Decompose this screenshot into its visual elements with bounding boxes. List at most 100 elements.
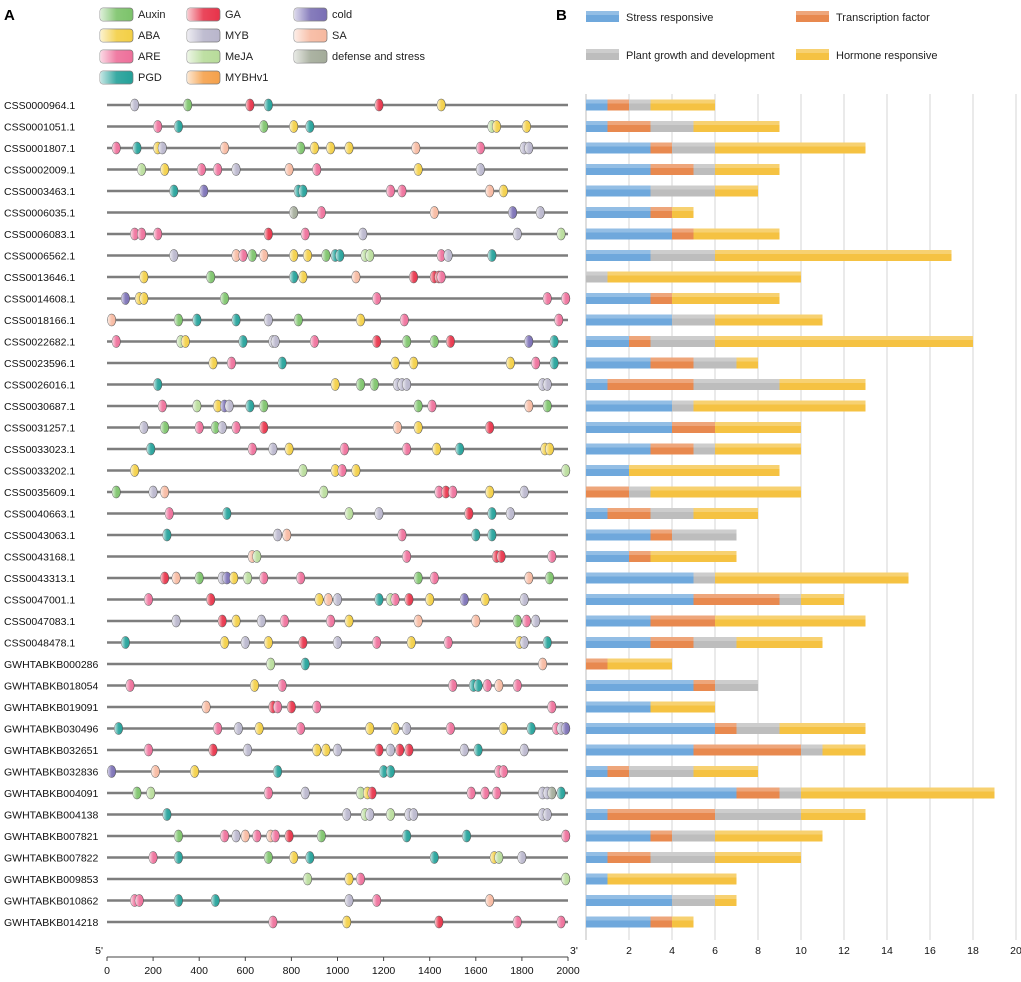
- element-aba: [309, 141, 319, 155]
- axis-b: 2 4 6 8 10 12 14 16 18 20: [626, 945, 1021, 957]
- bar-segment-shine: [607, 809, 715, 813]
- element-cold: [524, 335, 534, 348]
- element-are: [445, 722, 455, 735]
- element-are: [547, 700, 557, 714]
- bar-segment-transcription-factor: [650, 443, 694, 455]
- element-myb: [358, 227, 368, 241]
- element-marker-shade: [531, 615, 540, 627]
- legend-a-item-meja: MeJA: [186, 49, 254, 64]
- bar-segment: [715, 250, 952, 261]
- legend-b-label: Stress responsive: [626, 12, 713, 24]
- element-marker-shade: [289, 206, 298, 219]
- bar-segment-hormone-responsive: [650, 99, 715, 111]
- element-marker-shade: [485, 185, 494, 197]
- element-sa: [201, 700, 211, 714]
- bar-segment-hormone-responsive: [650, 701, 715, 713]
- axis-a-tick-label: 200: [144, 965, 162, 977]
- element-marker-shade: [471, 529, 480, 541]
- legend-b-swatch: [586, 11, 619, 22]
- element-marker-shade: [446, 335, 455, 348]
- element-marker-shade: [317, 206, 326, 219]
- gene-row-css0002009-1: CSS0002009.1: [4, 163, 568, 177]
- element-are: [482, 679, 492, 692]
- bar-segment-transcription-factor: [607, 99, 629, 111]
- bar-segment: [586, 615, 651, 627]
- element-marker-shade: [301, 658, 310, 670]
- bar-segment-shine: [693, 228, 780, 233]
- element-sa: [323, 593, 333, 606]
- element-myb: [542, 378, 552, 391]
- bar-segment: [650, 615, 715, 627]
- element-aba: [390, 356, 400, 370]
- element-auxin: [263, 851, 273, 864]
- element-marker-shade: [245, 400, 255, 412]
- element-myb: [171, 614, 181, 628]
- element-are: [512, 915, 522, 929]
- element-are: [143, 743, 153, 757]
- bar-segment: [650, 121, 694, 132]
- element-marker-shade: [437, 99, 446, 111]
- element-aba: [498, 722, 508, 735]
- bar-row-css0014608-1: [586, 293, 780, 304]
- gene-label: CSS0031257.1: [4, 423, 75, 435]
- bar-segment-transcription-factor: [607, 379, 694, 390]
- legend-a-swatch-shade: [100, 50, 133, 63]
- element-marker-shade: [158, 142, 167, 154]
- element-marker-shade: [499, 185, 508, 197]
- element-marker-shade: [153, 228, 162, 240]
- bar-segment-plant-growth-and-development: [672, 529, 737, 541]
- bar-segment-shine: [650, 250, 715, 254]
- element-sa: [392, 421, 402, 434]
- bar-segment: [607, 873, 737, 885]
- element-marker-shade: [139, 292, 149, 305]
- element-marker-shade: [139, 421, 149, 434]
- bar-segment: [779, 594, 801, 605]
- axis-a-tick-label: 1000: [326, 965, 350, 977]
- bar-segment-shine: [586, 723, 715, 727]
- element-myb: [157, 141, 167, 155]
- element-marker-shade: [218, 615, 227, 627]
- element-are: [337, 464, 347, 477]
- element-aba: [289, 249, 299, 262]
- element-ga: [372, 335, 382, 348]
- element-pgd: [162, 808, 172, 821]
- bar-segment-hormone-responsive: [607, 658, 672, 670]
- bar-segment: [801, 809, 866, 820]
- bar-segment-shine: [672, 293, 780, 297]
- bar-segment-transcription-factor: [629, 336, 651, 347]
- bar-segment: [650, 293, 672, 304]
- element-marker-shade: [298, 464, 308, 477]
- bar-segment-stress-responsive: [586, 551, 629, 562]
- element-marker-shade: [513, 679, 522, 692]
- bar-segment-transcription-factor: [586, 658, 608, 670]
- element-meja: [266, 657, 276, 671]
- bar-segment-shine: [586, 852, 608, 856]
- bar-segment-stress-responsive: [586, 293, 651, 304]
- element-auxin: [413, 399, 423, 413]
- element-myb: [332, 593, 342, 606]
- element-are: [312, 163, 322, 176]
- element-marker-shade: [277, 357, 287, 369]
- element-marker-shade: [264, 787, 273, 799]
- element-marker-shade: [303, 873, 312, 885]
- legend-b-swatch-shine: [796, 11, 829, 15]
- bar-segment: [715, 680, 758, 691]
- element-marker-shade: [250, 679, 259, 692]
- element-marker-shade: [151, 765, 160, 778]
- element-sa: [413, 614, 423, 628]
- element-marker-shade: [326, 142, 335, 154]
- element-marker-shade: [462, 830, 471, 842]
- bar-row-css0043063-1: [586, 529, 737, 541]
- element-marker-shade: [471, 615, 480, 627]
- bar-row-css0033202-1: [586, 465, 780, 476]
- gene-row-css0026016-1: CSS0026016.1: [4, 378, 568, 392]
- element-marker-shade: [337, 464, 347, 477]
- element-marker-shade: [289, 249, 298, 262]
- bar-segment-transcription-factor: [672, 422, 715, 433]
- bar-segment-transcription-factor: [672, 228, 694, 240]
- bar-segment-shine: [586, 443, 651, 448]
- element-marker-shade: [395, 744, 404, 756]
- bar-segment-shine: [801, 744, 823, 749]
- element-are: [309, 335, 319, 348]
- element-pgd: [487, 249, 497, 262]
